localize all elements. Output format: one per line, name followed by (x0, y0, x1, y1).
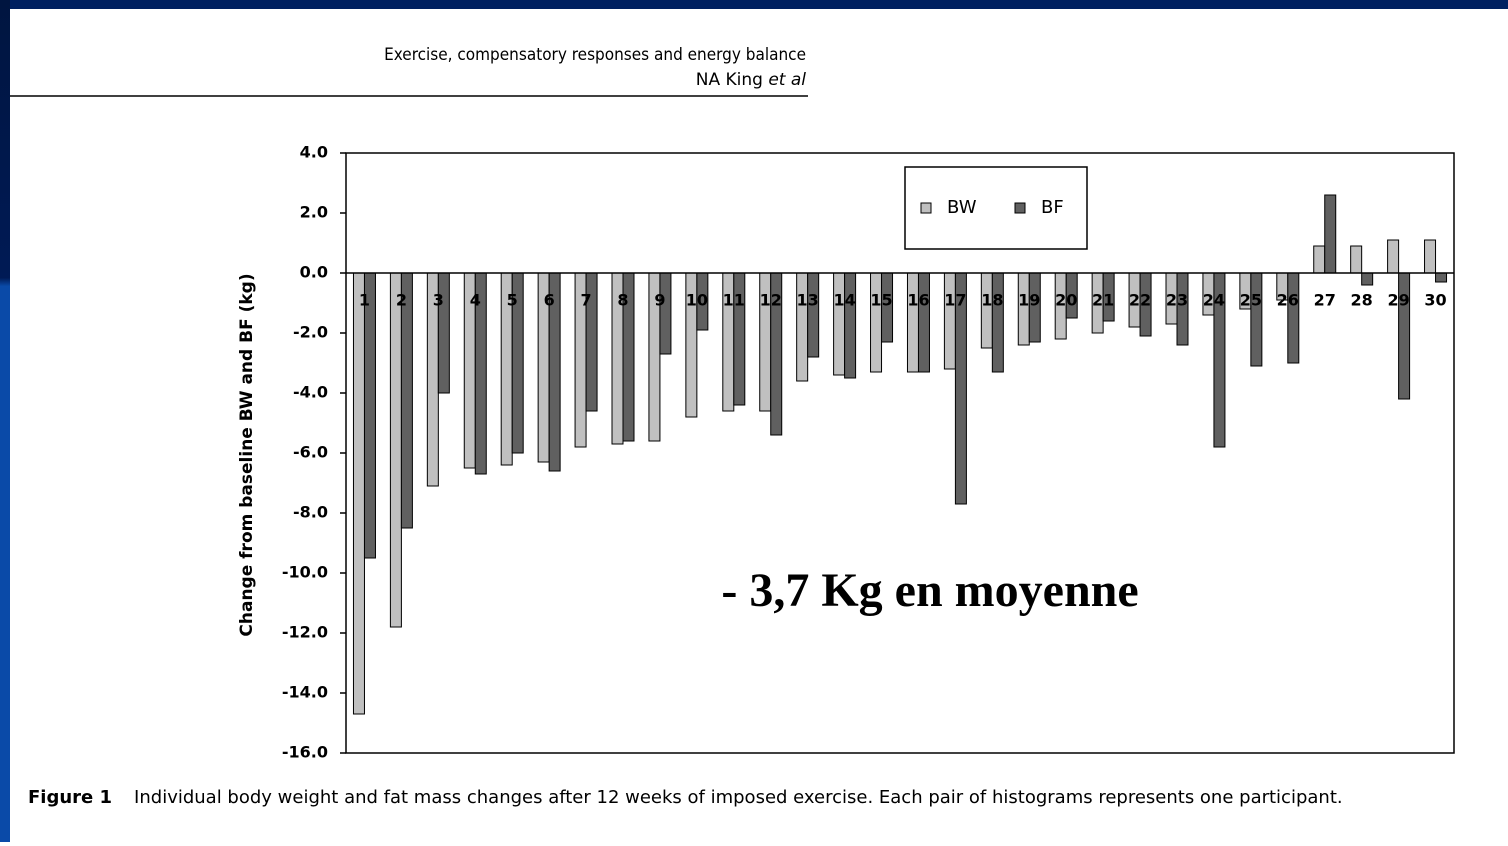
bar (1387, 239, 1400, 274)
x-tick-label: 4 (470, 291, 481, 310)
x-tick-label: 30 (1424, 291, 1446, 310)
caption: Figure 1 Individual body weight and fat m… (28, 787, 1343, 808)
y-tick-label: -16.0 (282, 743, 328, 762)
y-tick-label: -4.0 (293, 383, 328, 402)
bar (906, 272, 919, 373)
bar (1435, 272, 1448, 283)
annotation: - 3,7 Kg en moyenne (721, 564, 1138, 617)
side-bar (0, 0, 10, 842)
x-tick-label: 17 (944, 291, 966, 310)
header-author: NA King et al (696, 70, 807, 90)
x-tick-label: 15 (870, 291, 892, 310)
x-tick-label: 25 (1240, 291, 1262, 310)
x-tick-label: 9 (654, 291, 665, 310)
x-tick-label: 19 (1018, 291, 1040, 310)
x-tick-label: 22 (1129, 291, 1151, 310)
x-tick-label: 14 (833, 291, 855, 310)
bar (917, 272, 930, 373)
bar (844, 272, 857, 379)
x-tick-label: 6 (544, 291, 555, 310)
y-tick-label: 0.0 (300, 263, 328, 282)
y-tick-label: -2.0 (293, 323, 328, 342)
y-tick-label: 4.0 (300, 143, 328, 162)
legend-label: BF (1041, 197, 1064, 218)
x-tick-label: 10 (686, 291, 708, 310)
bar (980, 272, 993, 349)
author: NA King (696, 70, 763, 90)
x-tick-label: 5 (507, 291, 518, 310)
x-tick-label: 7 (580, 291, 591, 310)
x-tick-label: 13 (797, 291, 819, 310)
bar (363, 272, 376, 559)
y-tick-label: -6.0 (293, 443, 328, 462)
legend-swatch (920, 202, 932, 214)
bar (400, 272, 413, 529)
x-tick-label: 27 (1314, 291, 1336, 310)
legend-swatch (1014, 202, 1026, 214)
bar (796, 272, 809, 382)
bar (1287, 272, 1300, 364)
x-tick-label: 26 (1277, 291, 1299, 310)
bar (1424, 239, 1437, 274)
bar (659, 272, 672, 355)
y-tick-label: -14.0 (282, 683, 328, 702)
author-suffix: et al (768, 70, 806, 90)
bar (352, 272, 365, 715)
bar (943, 272, 956, 370)
x-tick-label: 29 (1387, 291, 1409, 310)
x-tick-label: 20 (1055, 291, 1077, 310)
x-tick-label: 16 (907, 291, 929, 310)
bar (389, 272, 402, 628)
legend-label: BW (947, 197, 977, 218)
y-tick-label: -8.0 (293, 503, 328, 522)
x-tick-label: 2 (396, 291, 407, 310)
bar (807, 272, 820, 358)
bar (870, 272, 883, 373)
x-tick-label: 21 (1092, 291, 1114, 310)
x-tick-label: 3 (433, 291, 444, 310)
bar (1324, 194, 1337, 274)
x-tick-label: 18 (981, 291, 1003, 310)
x-tick-label: 12 (760, 291, 782, 310)
bar (991, 272, 1004, 373)
y-tick-label: -12.0 (282, 623, 328, 642)
bar (1250, 272, 1263, 367)
x-tick-label: 23 (1166, 291, 1188, 310)
top-bar (0, 0, 1508, 9)
bar (1361, 272, 1374, 286)
x-tick-label: 28 (1351, 291, 1373, 310)
y-axis-title: Change from baseline BW and BF (kg) (237, 273, 257, 636)
y-tick-label: 2.0 (300, 203, 328, 222)
x-tick-label: 8 (617, 291, 628, 310)
bar (833, 272, 846, 376)
caption-text: Individual body weight and fat mass chan… (134, 787, 1343, 808)
caption-label: Figure 1 (28, 787, 112, 808)
x-tick-label: 24 (1203, 291, 1225, 310)
header-title: Exercise, compensatory responses and ene… (384, 45, 806, 65)
bar (1350, 245, 1363, 274)
x-tick-label: 11 (723, 291, 745, 310)
y-tick-label: -10.0 (282, 563, 328, 582)
x-tick-label: 1 (359, 291, 370, 310)
bar (1313, 245, 1326, 274)
legend-box (904, 166, 1088, 250)
